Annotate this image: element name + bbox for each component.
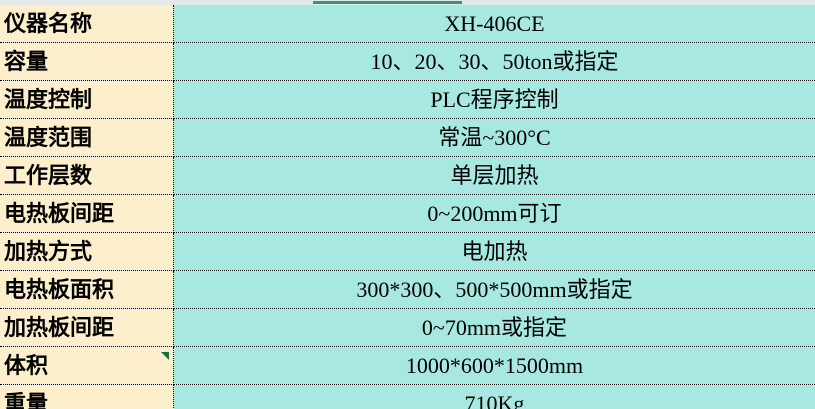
spec-label-cell[interactable]: 仪器名称 — [0, 5, 174, 43]
spec-label-cell[interactable]: 体积 — [0, 346, 174, 385]
spec-value-cell[interactable]: PLC程序控制 — [173, 80, 815, 119]
table-row[interactable]: 温度控制 PLC程序控制 — [0, 80, 815, 119]
table-row[interactable]: 体积 1000*600*1500mm — [0, 346, 815, 385]
spec-label-cell[interactable]: 电热板面积 — [0, 270, 174, 309]
spec-value-cell[interactable]: 710Kg — [173, 384, 815, 409]
table-row[interactable]: 重量 710Kg — [0, 384, 815, 409]
table-row[interactable]: 加热方式 电加热 — [0, 232, 815, 271]
spec-value-cell[interactable]: 电加热 — [173, 232, 815, 271]
spec-label-cell[interactable]: 温度控制 — [0, 80, 174, 119]
spec-value-cell[interactable]: XH-406CE — [173, 5, 815, 43]
spec-label-cell[interactable]: 工作层数 — [0, 156, 174, 195]
green-indicator-bar — [313, 1, 462, 4]
spec-value-cell[interactable]: 10、20、30、50ton或指定 — [173, 42, 815, 81]
spec-label-cell[interactable]: 加热板间距 — [0, 308, 174, 347]
spec-value-cell[interactable]: 0~70mm或指定 — [173, 308, 815, 347]
table-row[interactable]: 温度范围 常温~300°C — [0, 118, 815, 157]
specification-table: 仪器名称 XH-406CE 容量 10、20、30、50ton或指定 温度控制 PLC程序… — [0, 5, 815, 409]
spec-label-cell[interactable]: 温度范围 — [0, 118, 174, 157]
table-row[interactable]: 工作层数 单层加热 — [0, 156, 815, 195]
spec-label-cell[interactable]: 容量 — [0, 42, 174, 81]
spec-label-cell[interactable]: 加热方式 — [0, 232, 174, 271]
spec-label-cell[interactable]: 重量 — [0, 384, 174, 409]
spec-value-cell[interactable]: 单层加热 — [173, 156, 815, 195]
spec-value-cell[interactable]: 300*300、500*500mm或指定 — [173, 270, 815, 309]
spec-label-cell[interactable]: 电热板间距 — [0, 194, 174, 233]
table-row[interactable]: 仪器名称 XH-406CE — [0, 5, 815, 43]
fill-handle-marker[interactable] — [161, 352, 169, 360]
spec-value-cell[interactable]: 1000*600*1500mm — [173, 346, 815, 385]
spec-value-cell[interactable]: 常温~300°C — [173, 118, 815, 157]
table-row[interactable]: 电热板面积 300*300、500*500mm或指定 — [0, 270, 815, 309]
table-row[interactable]: 容量 10、20、30、50ton或指定 — [0, 42, 815, 81]
spec-value-cell[interactable]: 0~200mm可订 — [173, 194, 815, 233]
table-row[interactable]: 电热板间距 0~200mm可订 — [0, 194, 815, 233]
table-row[interactable]: 加热板间距 0~70mm或指定 — [0, 308, 815, 347]
specification-table-body: 仪器名称 XH-406CE 容量 10、20、30、50ton或指定 温度控制 PLC程序… — [0, 5, 815, 409]
